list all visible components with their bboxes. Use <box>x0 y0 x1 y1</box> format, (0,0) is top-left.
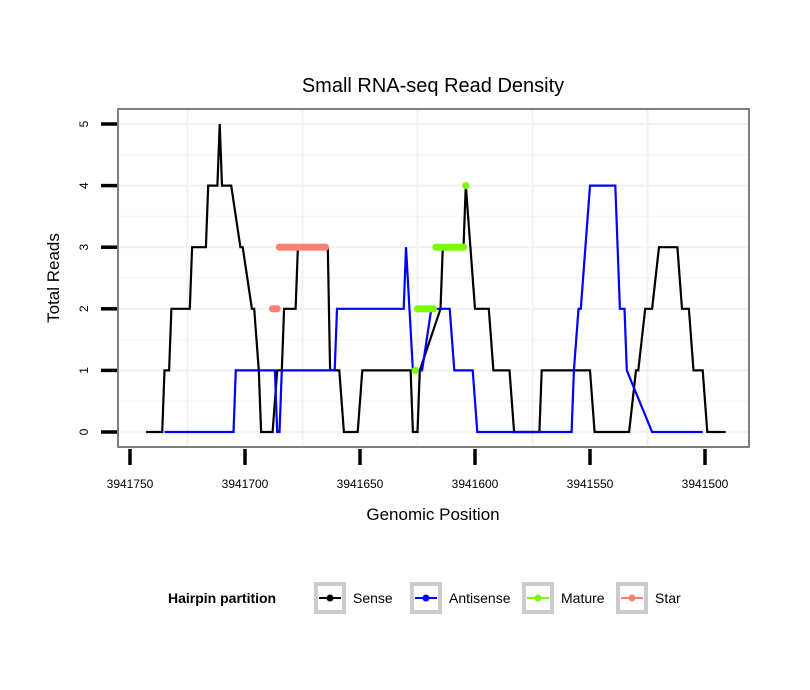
legend-item-star: Star <box>616 582 681 614</box>
legend-title: Hairpin partition <box>168 590 276 606</box>
y-tick-label: 0 <box>77 428 91 435</box>
y-tick-label: 2 <box>77 305 91 312</box>
y-axis-title: Total Reads <box>44 233 63 323</box>
data-point-mature <box>411 366 419 374</box>
legend-label: Antisense <box>449 590 511 606</box>
legend-key-point <box>628 594 636 602</box>
legend-item-sense: Sense <box>314 582 393 614</box>
legend-item-mature: Mature <box>522 582 605 614</box>
series-line-sense <box>146 123 726 434</box>
data-point-star <box>273 305 281 313</box>
legend-label: Mature <box>561 590 605 606</box>
x-tick-label: 3941700 <box>222 477 269 491</box>
y-axis: 0 1 2 3 4 5 <box>77 120 117 435</box>
legend-key-point <box>326 594 334 602</box>
legend-label: Sense <box>353 590 393 606</box>
x-axis-title: Genomic Position <box>366 505 499 524</box>
y-tick-label: 3 <box>77 244 91 251</box>
legend-item-antisense: Antisense <box>410 582 511 614</box>
data-point-mature <box>430 305 438 313</box>
x-tick-label: 3941550 <box>567 477 614 491</box>
data-point-mature <box>462 182 470 190</box>
y-tick-label: 5 <box>77 120 91 127</box>
series-line-antisense <box>164 184 703 434</box>
x-tick-label: 3941650 <box>337 477 384 491</box>
legend-label: Star <box>655 590 681 606</box>
y-tick-label: 4 <box>77 182 91 189</box>
series-layer <box>146 123 726 434</box>
data-point-star <box>321 243 330 251</box>
x-tick-label: 3941750 <box>107 477 154 491</box>
legend-key-point <box>422 594 430 602</box>
x-tick-label: 3941500 <box>682 477 729 491</box>
legend: Hairpin partition Sense Antisense Mature St… <box>168 582 681 614</box>
chart-title: Small RNA-seq Read Density <box>302 75 564 97</box>
y-tick-label: 1 <box>77 367 91 374</box>
x-axis: 3941750 3941700 3941650 3941600 3941550 39415… <box>107 449 729 491</box>
legend-key-point <box>534 594 542 602</box>
x-tick-label: 3941600 <box>452 477 499 491</box>
data-point-mature <box>459 243 468 251</box>
